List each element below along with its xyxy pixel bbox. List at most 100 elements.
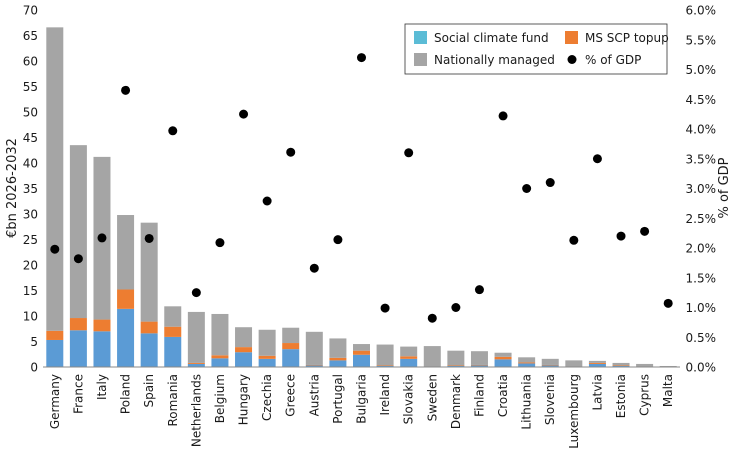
gdp-point-finland: [474, 285, 484, 295]
x-tick-label-latvia: Latvia: [590, 374, 604, 411]
y2-tick-label: 4.0%: [686, 123, 717, 137]
gdp-point-hungary: [239, 109, 249, 119]
gdp-point-poland: [121, 85, 131, 95]
x-tick-label-estonia: Estonia: [614, 374, 628, 418]
bar-social-climate-fund-latvia: [588, 363, 606, 367]
bar-nationally-managed-czechia: [258, 329, 276, 356]
gdp-point-spain: [144, 233, 154, 243]
bar-nationally-managed-estonia: [612, 362, 630, 366]
legend-label-nationally-managed: Nationally managed: [434, 53, 555, 67]
y-tick-label: 0: [30, 361, 38, 375]
bar-social-climate-fund-poland: [117, 308, 135, 367]
bar-ms-scp-topup-romania: [164, 326, 182, 337]
gdp-point-cyprus: [640, 226, 650, 236]
bar-nationally-managed-slovakia: [400, 346, 418, 357]
bar-nationally-managed-slovenia: [541, 358, 559, 365]
bar-nationally-managed-romania: [164, 306, 182, 327]
gdp-point-austria: [309, 263, 319, 273]
x-tick-label-denmark: Denmark: [449, 374, 463, 429]
bar-nationally-managed-latvia: [588, 360, 606, 363]
y2-tick-label: 3.5%: [686, 152, 717, 166]
bar-ms-scp-topup-finland: [470, 364, 488, 366]
x-tick-label-finland: Finland: [472, 374, 486, 417]
x-tick-label-hungary: Hungary: [237, 374, 251, 425]
y2-tick-label: 5.0%: [686, 63, 717, 77]
bar-social-climate-fund-romania: [164, 336, 182, 367]
x-tick-label-sweden: Sweden: [425, 374, 439, 421]
y2-tick-label: 4.5%: [686, 93, 717, 107]
bar-social-climate-fund-ireland: [376, 365, 394, 367]
bar-social-climate-fund-denmark: [447, 365, 465, 367]
legend: Social climate fund MS SCP topup Nationa…: [404, 23, 669, 75]
bar-ms-scp-topup-italy: [93, 319, 111, 332]
y-tick-label: 55: [23, 80, 38, 94]
legend-label-social-climate-fund: Social climate fund: [434, 31, 549, 45]
x-tick-label-greece: Greece: [284, 374, 298, 417]
legend-box: [404, 23, 668, 75]
y-tick-label: 5: [30, 335, 38, 349]
x-tick-label-malta: Malta: [661, 374, 675, 407]
y-tick-label: 40: [23, 157, 38, 171]
bar-social-climate-fund-belgium: [211, 358, 229, 367]
bar-social-climate-fund-croatia: [494, 359, 512, 367]
y2-tick-label: 6.0%: [686, 4, 717, 18]
gdp-point-greece: [286, 147, 296, 157]
x-tick-label-ireland: Ireland: [378, 374, 392, 416]
gdp-point-bulgaria: [357, 53, 366, 63]
bar-ms-scp-topup-slovenia: [541, 364, 559, 366]
y2-tick-label: 2.0%: [686, 242, 717, 256]
y-axis-title: €bn 2026-2032: [5, 138, 20, 238]
y-axis-ticks: 0 5 10 15 20 25 30 35 40 45 50 55 60 65 70: [23, 4, 38, 375]
x-tick-label-netherlands: Netherlands: [189, 374, 203, 447]
y2-tick-label: 1.5%: [686, 271, 717, 285]
y-tick-label: 70: [23, 4, 38, 18]
bar-nationally-managed-cyprus: [636, 363, 654, 367]
bar-ms-scp-topup-lithuania: [518, 362, 536, 364]
y2-axis-ticks: 0.0% 0.5% 1.0% 1.5% 2.0% 2.5% 3.0% 3.5% 4.0% 4.5%…: [686, 4, 717, 375]
bar-nationally-managed-austria: [305, 331, 323, 365]
legend-swatch-social-climate-fund: [414, 31, 427, 44]
bar-nationally-managed-poland: [117, 215, 135, 290]
gdp-point-ireland: [380, 303, 390, 313]
gdp-point-latvia: [592, 154, 602, 164]
dots-layer: [50, 53, 673, 323]
bar-ms-scp-topup-denmark: [447, 365, 465, 366]
gdp-point-sweden: [427, 313, 437, 323]
y-tick-label: 10: [23, 310, 38, 324]
x-tick-label-italy: Italy: [95, 374, 109, 400]
y2-tick-label: 1.0%: [686, 301, 717, 315]
bar-social-climate-fund-austria: [305, 365, 323, 367]
bar-nationally-managed-croatia: [494, 352, 512, 357]
y-tick-label: 60: [23, 55, 38, 69]
bar-nationally-managed-finland: [470, 351, 488, 365]
y-tick-label: 30: [23, 208, 38, 222]
bar-social-climate-fund-finland: [470, 365, 488, 367]
bar-social-climate-fund-germany: [46, 339, 64, 367]
bar-nationally-managed-hungary: [235, 327, 253, 348]
legend-marker-gdp: [567, 55, 577, 64]
y-tick-label: 65: [23, 29, 38, 43]
gdp-point-netherlands: [191, 288, 201, 298]
bar-ms-scp-topup-austria: [305, 364, 323, 366]
gdp-point-slovakia: [404, 148, 414, 158]
legend-label-gdp: % of GDP: [585, 53, 641, 67]
gdp-point-luxembourg: [569, 235, 579, 245]
bar-nationally-managed-sweden: [423, 346, 441, 367]
gdp-point-germany: [50, 244, 60, 254]
gdp-point-romania: [168, 126, 178, 136]
x-tick-label-bulgaria: Bulgaria: [355, 374, 369, 424]
gdp-point-lithuania: [522, 184, 532, 193]
x-tick-label-france: France: [71, 374, 85, 414]
gdp-point-portugal: [333, 235, 343, 245]
y-tick-label: 25: [23, 233, 38, 247]
x-tick-label-slovenia: Slovenia: [543, 374, 557, 425]
bar-nationally-managed-france: [69, 145, 87, 319]
y2-tick-label: 0.5%: [686, 331, 717, 345]
bar-ms-scp-topup-bulgaria: [353, 350, 370, 355]
bar-ms-scp-topup-germany: [46, 330, 64, 340]
legend-swatch-ms-scp-topup: [565, 31, 578, 44]
gdp-point-estonia: [616, 231, 626, 241]
bar-ms-scp-topup-latvia: [588, 362, 606, 364]
y-tick-label: 45: [23, 131, 38, 145]
